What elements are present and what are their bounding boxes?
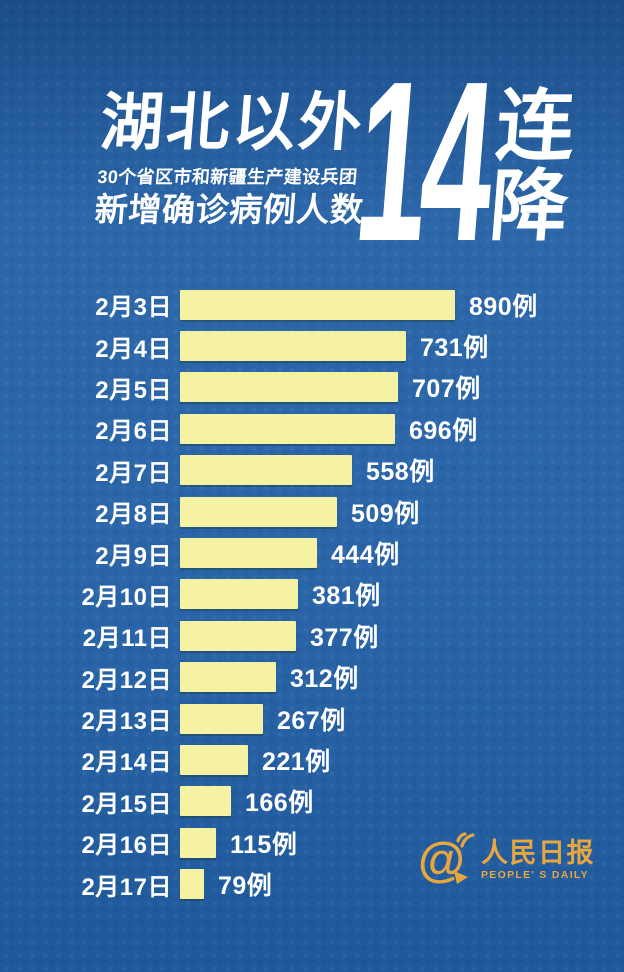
bar-value-label: 381例	[312, 582, 381, 611]
bar-category-label: 2月12日	[81, 666, 172, 694]
bar	[180, 372, 398, 403]
bar-value-label: 509例	[351, 499, 420, 528]
bar-category-label: 2月7日	[95, 459, 172, 487]
bar	[180, 869, 204, 900]
bar-value-label: 115例	[230, 830, 298, 859]
bar	[180, 786, 231, 817]
suffix-top: 连	[492, 82, 578, 170]
title-main: 湖北以外	[97, 88, 368, 158]
bar	[180, 662, 276, 693]
bar	[180, 413, 395, 444]
bar-value-label: 731例	[420, 334, 489, 363]
bar	[180, 744, 248, 775]
chart-row: 2月15日 166例	[0, 781, 624, 822]
chart-row: 2月16日 115例	[0, 822, 624, 863]
bar-category-label: 2月16日	[81, 832, 172, 860]
bar	[180, 538, 317, 569]
bar-category-label: 2月3日	[95, 294, 172, 322]
bar-category-label: 2月13日	[81, 708, 172, 736]
chart-row: 2月5日 707例	[0, 367, 624, 408]
chart-row: 2月13日 267例	[0, 698, 624, 739]
bar	[180, 455, 352, 486]
bar-value-label: 377例	[310, 623, 379, 652]
bar	[180, 289, 455, 320]
bar-category-label: 2月14日	[81, 749, 172, 777]
suffix-bottom: 降	[486, 162, 572, 251]
bar-value-label: 79例	[218, 872, 273, 901]
at-megaphone-icon: @	[418, 832, 475, 887]
bar-value-label: 696例	[409, 416, 478, 445]
chart-row: 2月7日 558例	[0, 450, 624, 491]
bar-category-label: 2月5日	[95, 376, 172, 404]
bar-chart: 2月3日 890例 2月4日 731例 2月5日 707例 2月6日 696例 2月7日 558例…	[0, 284, 624, 905]
bar-value-label: 558例	[366, 458, 435, 487]
bar-category-label: 2月17日	[81, 873, 172, 901]
bar	[180, 620, 296, 651]
title-block: 湖北以外 30个省区市和新疆生产建设兵团 新增确诊病例人数 14 连 降	[88, 35, 604, 289]
big-number: 14	[347, 35, 497, 289]
chart-row: 2月12日 312例	[0, 657, 624, 698]
bar-value-label: 166例	[245, 789, 314, 818]
bar-category-label: 2月11日	[82, 625, 172, 653]
bar-category-label: 2月10日	[81, 583, 172, 611]
bar	[180, 579, 298, 610]
bar	[180, 703, 263, 734]
bar-value-label: 890例	[469, 292, 538, 321]
bar	[180, 827, 216, 858]
chart-row: 2月9日 444例	[0, 532, 624, 573]
chart-row: 2月11日 377例	[0, 615, 624, 656]
bar	[180, 331, 406, 362]
bar-category-label: 2月15日	[81, 790, 172, 818]
chart-row: 2月17日 79例	[0, 863, 624, 904]
logo-text: 人民日报 PEOPLE' S DAILY	[481, 837, 595, 881]
bar-value-label: 221例	[262, 747, 331, 776]
big-number-suffix: 连 降	[486, 82, 578, 251]
peoples-daily-logo: @ 人民日报 PEOPLE' S DAILY	[418, 831, 595, 889]
chart-row: 2月8日 509例	[0, 491, 624, 532]
bar-value-label: 312例	[290, 665, 359, 694]
bar	[180, 496, 337, 527]
logo-en: PEOPLE' S DAILY	[481, 868, 589, 881]
bar-category-label: 2月6日	[95, 418, 172, 446]
chart-row: 2月14日 221例	[0, 739, 624, 780]
chart-row: 2月3日 890例	[0, 284, 624, 325]
bar-value-label: 267例	[277, 706, 346, 735]
bar-value-label: 707例	[412, 375, 481, 404]
chart-row: 2月4日 731例	[0, 325, 624, 366]
bar-value-label: 444例	[331, 541, 400, 570]
bar-category-label: 2月8日	[95, 501, 172, 529]
chart-row: 2月6日 696例	[0, 408, 624, 449]
logo-cn: 人民日报	[481, 837, 595, 868]
bar-category-label: 2月4日	[95, 335, 172, 363]
bar-category-label: 2月9日	[95, 542, 172, 570]
chart-row: 2月10日 381例	[0, 574, 624, 615]
title-subtitle2: 新增确诊病例人数	[93, 191, 366, 228]
title-subtitle: 30个省区市和新疆生产建设兵团	[96, 167, 359, 187]
